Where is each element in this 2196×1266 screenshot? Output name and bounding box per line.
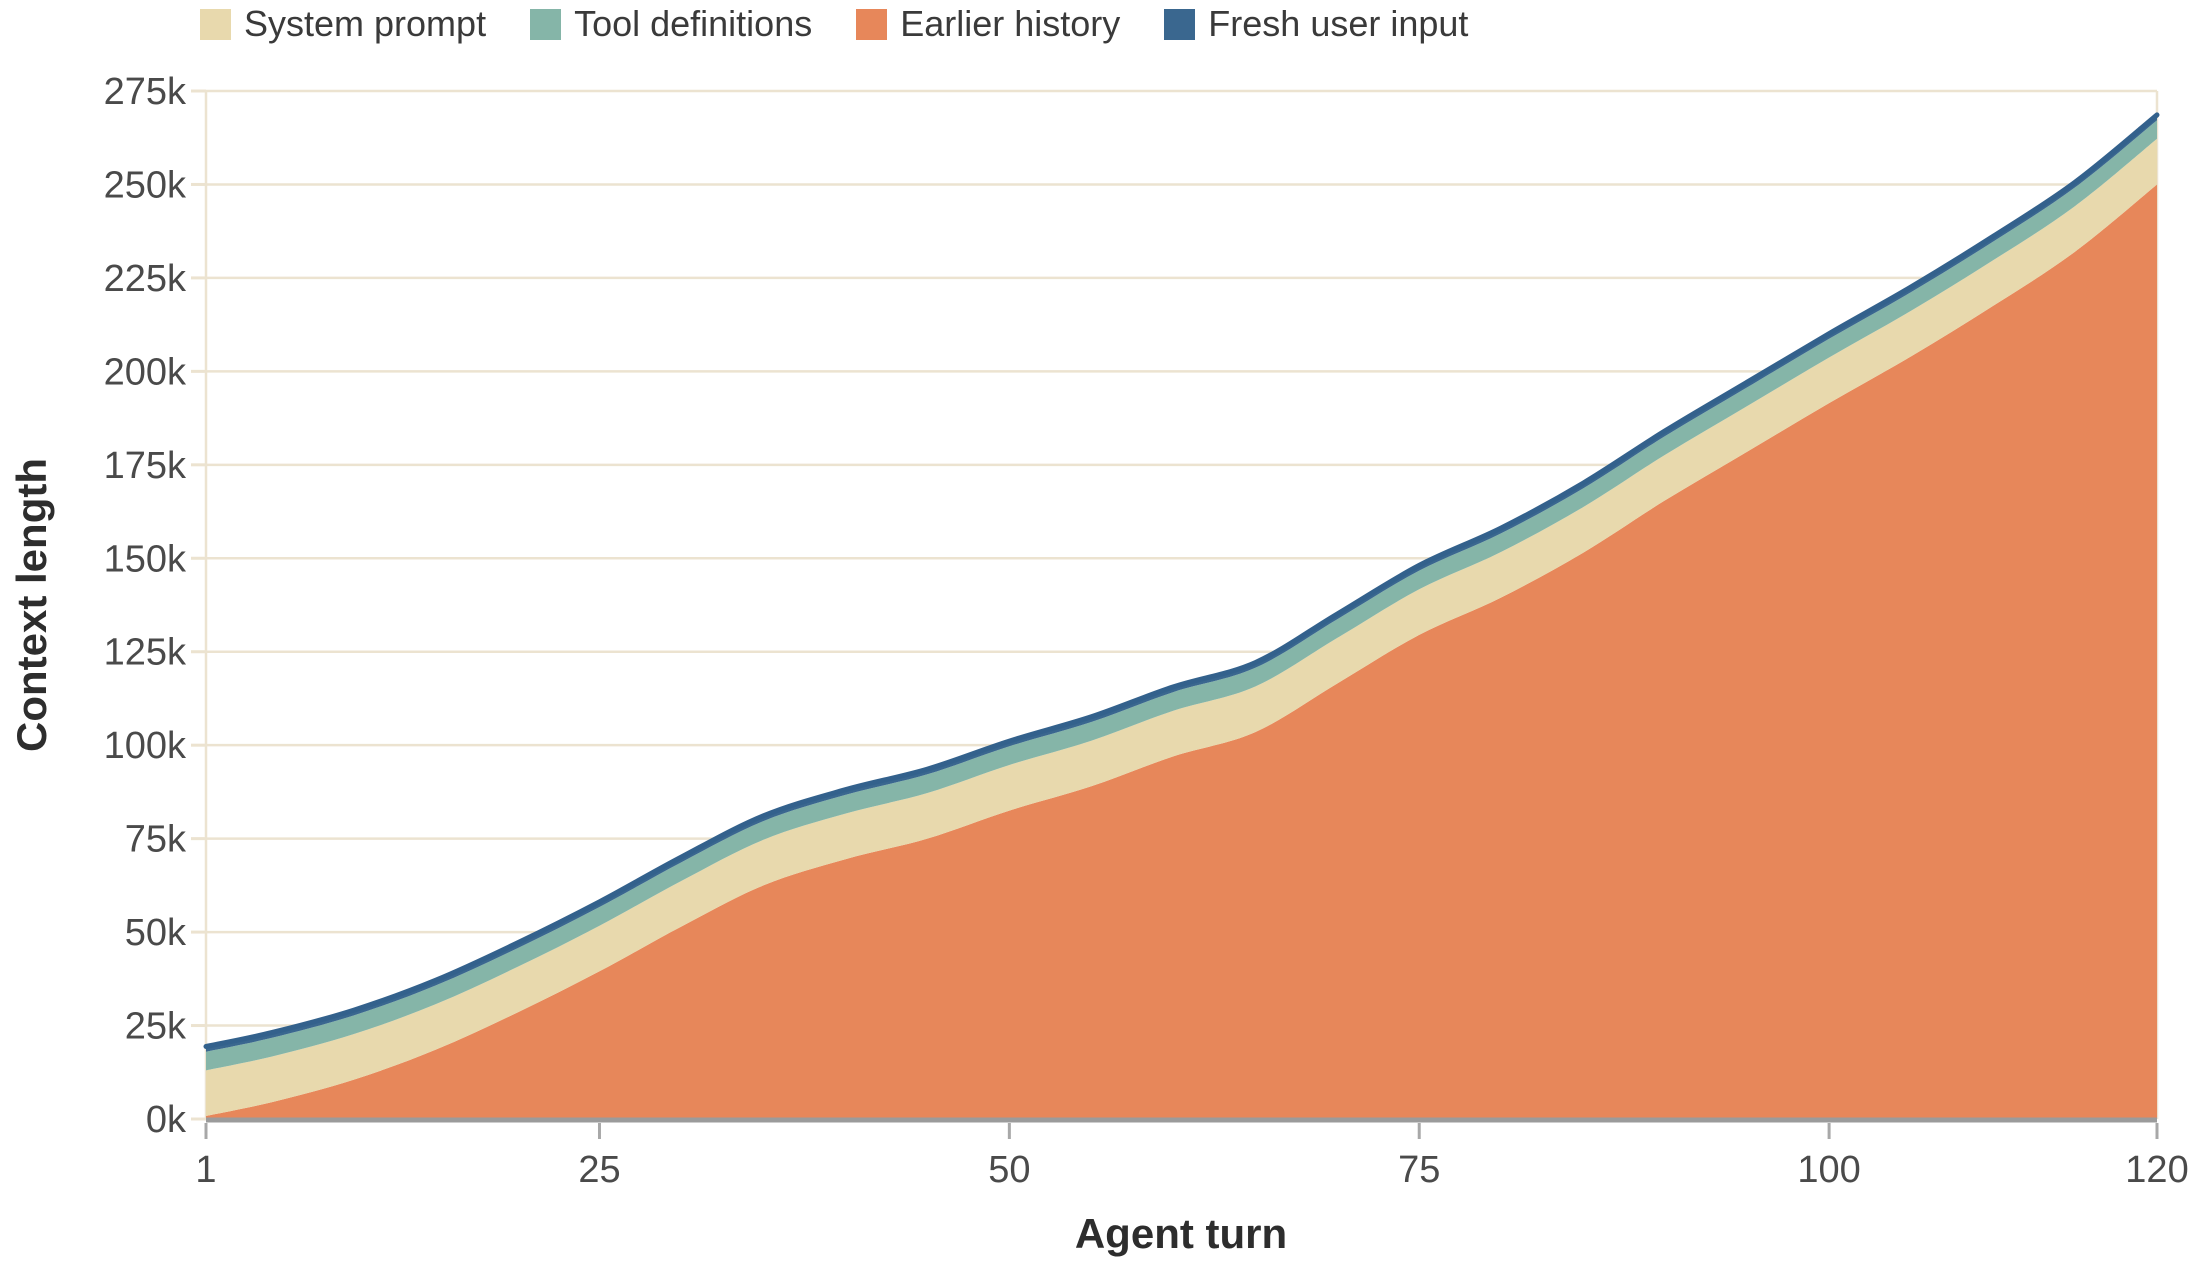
y-tick-label: 225k	[104, 258, 187, 300]
x-tick-label: 1	[195, 1149, 216, 1191]
chart-legend: System prompt Tool definitions Earlier h…	[200, 6, 1468, 42]
legend-item-tool-definitions: Tool definitions	[530, 6, 812, 42]
legend-swatch-tool-definitions	[530, 8, 562, 40]
y-tick-label: 250k	[104, 164, 187, 206]
y-tick-label: 100k	[104, 725, 187, 767]
legend-label-earlier-history: Earlier history	[900, 3, 1121, 44]
y-tick-label: 25k	[125, 1006, 187, 1048]
x-tick-label: 25	[578, 1149, 620, 1191]
legend-label-tool-definitions: Tool definitions	[574, 3, 813, 44]
y-tick-label: 275k	[104, 71, 187, 113]
legend-swatch-earlier-history	[856, 8, 888, 40]
x-axis-title: Agent turn	[1075, 1210, 1287, 1257]
area-system-prompt	[206, 138, 2157, 1117]
legend-label-fresh-user-input: Fresh user input	[1208, 3, 1469, 44]
legend-swatch-fresh-user-input	[1164, 8, 1196, 40]
x-tick-label: 50	[988, 1149, 1030, 1191]
legend-swatch-system-prompt	[200, 8, 231, 40]
x-tick-label: 100	[1797, 1149, 1860, 1191]
axis-layer: 0k 25k 50k 75k 100k 125k 150k 175k 200k 225k 250k 2…	[104, 71, 2189, 1191]
legend-label-system-prompt: System prompt	[244, 3, 487, 44]
y-tick-label: 150k	[104, 538, 187, 580]
context-total-line	[203, 112, 2160, 1049]
legend-item-system-prompt: System prompt	[200, 6, 486, 42]
y-axis-title: Context length	[8, 458, 55, 752]
legend-item-fresh-user-input: Fresh user input	[1164, 6, 1468, 42]
area-layer	[203, 112, 2160, 1119]
legend-item-earlier-history: Earlier history	[856, 6, 1120, 42]
y-tick-label: 200k	[104, 351, 187, 393]
y-tick-label: 125k	[104, 632, 187, 674]
y-tick-label: 75k	[125, 819, 187, 861]
y-tick-label: 50k	[125, 912, 187, 954]
y-tick-label: 175k	[104, 445, 187, 487]
x-tick-label: 120	[2125, 1149, 2188, 1191]
y-tick-label: 0k	[146, 1099, 187, 1141]
x-tick-label: 75	[1398, 1149, 1440, 1191]
area-earlier-history	[206, 184, 2157, 1119]
